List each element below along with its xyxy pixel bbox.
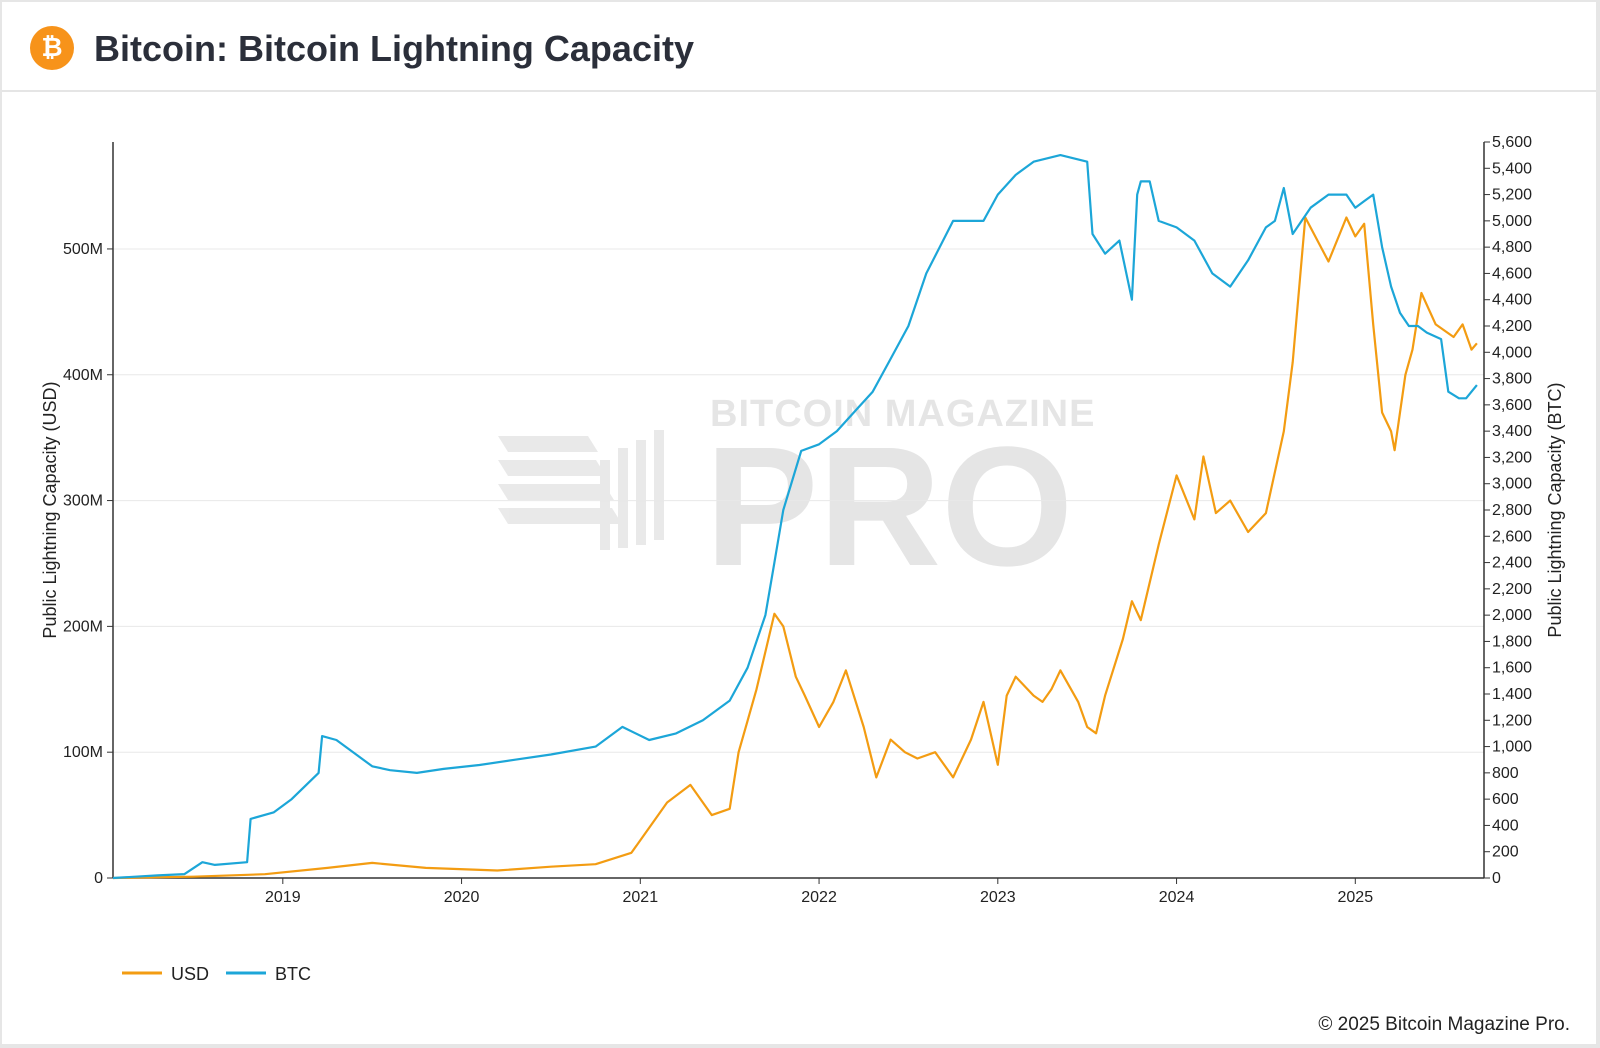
y-right-tick-label: 5,600 [1492, 134, 1532, 151]
page-title: Bitcoin: Bitcoin Lightning Capacity [94, 28, 694, 69]
y-left-tick-label: 0 [94, 870, 103, 887]
x-tick-label: 2024 [1159, 889, 1195, 906]
y-right-tick-label: 1,600 [1492, 660, 1532, 677]
legend-usd-label: USD [171, 964, 209, 984]
y-right-ticks: 0 200 400 600 800 1,000 1,200 1,400 1,600 1,800 2,… [1484, 134, 1532, 887]
y-right-tick-label: 2,400 [1492, 555, 1532, 572]
bitcoin-logo-icon: ₿ [30, 26, 74, 70]
chart-header: ₿ Bitcoin: Bitcoin Lightning Capacity [2, 2, 1596, 92]
watermark-line2: PRO [705, 412, 1073, 602]
y-right-tick-label: 2,200 [1492, 581, 1532, 598]
x-tick-label: 2021 [623, 889, 659, 906]
y-right-tick-label: 200 [1492, 844, 1519, 861]
x-tick-label: 2023 [980, 889, 1016, 906]
y-right-tick-label: 5,200 [1492, 187, 1532, 204]
y-left-tick-label: 300M [63, 493, 103, 510]
y-right-tick-label: 4,400 [1492, 292, 1532, 309]
y-left-tick-label: 500M [63, 241, 103, 258]
y-right-tick-label: 2,000 [1492, 607, 1532, 624]
y-right-tick-label: 4,800 [1492, 239, 1532, 256]
y-right-tick-label: 3,600 [1492, 397, 1532, 414]
legend[interactable]: USD BTC [122, 964, 311, 984]
y-right-tick-label: 4,600 [1492, 265, 1532, 282]
y-right-tick-label: 5,400 [1492, 160, 1532, 177]
series-lines [112, 154, 1478, 880]
y-left-axis-title: Public Lightning Capacity (USD) [40, 381, 60, 638]
x-tick-label: 2019 [265, 889, 301, 906]
x-tick-label: 2025 [1338, 889, 1374, 906]
y-right-tick-label: 1,000 [1492, 739, 1532, 756]
y-right-tick-label: 3,800 [1492, 371, 1532, 388]
y-left-tick-label: 200M [63, 618, 103, 635]
gridlines [113, 248, 1484, 753]
y-right-tick-label: 600 [1492, 791, 1519, 808]
y-left-ticks: 0 100M 200M 300M 400M 500M [63, 241, 113, 887]
series-line-btc [112, 154, 1478, 880]
y-right-tick-label: 0 [1492, 870, 1501, 887]
y-right-tick-label: 1,800 [1492, 633, 1532, 650]
y-left-tick-label: 100M [63, 744, 103, 761]
y-right-tick-label: 3,000 [1492, 476, 1532, 493]
y-right-axis-title: Public Lightning Capacity (BTC) [1545, 382, 1565, 637]
y-left-tick-label: 400M [63, 367, 103, 384]
legend-btc-label: BTC [275, 964, 311, 984]
x-ticks: 2019 2020 2021 2022 2023 2024 2025 [265, 878, 1373, 906]
y-right-tick-label: 2,800 [1492, 502, 1532, 519]
y-right-tick-label: 2,600 [1492, 528, 1532, 545]
y-right-tick-label: 4,200 [1492, 318, 1532, 335]
y-right-tick-label: 1,200 [1492, 712, 1532, 729]
copyright-text: © 2025 Bitcoin Magazine Pro. [1318, 1014, 1570, 1035]
y-right-tick-label: 3,200 [1492, 449, 1532, 466]
legend-item-usd[interactable]: USD [122, 964, 209, 984]
x-tick-label: 2020 [444, 889, 480, 906]
series-line-usd [112, 216, 1478, 880]
y-right-tick-label: 4,000 [1492, 344, 1532, 361]
x-tick-label: 2022 [801, 889, 837, 906]
y-right-tick-label: 400 [1492, 817, 1519, 834]
watermark: BITCOIN MAGAZINE PRO [498, 393, 1095, 602]
watermark-line1: BITCOIN MAGAZINE [710, 393, 1095, 435]
y-right-tick-label: 5,000 [1492, 213, 1532, 230]
y-right-tick-label: 1,400 [1492, 686, 1532, 703]
y-right-tick-label: 3,400 [1492, 423, 1532, 440]
watermark-logo-icon [498, 430, 664, 550]
legend-item-btc[interactable]: BTC [226, 964, 311, 984]
y-right-tick-label: 800 [1492, 765, 1519, 782]
